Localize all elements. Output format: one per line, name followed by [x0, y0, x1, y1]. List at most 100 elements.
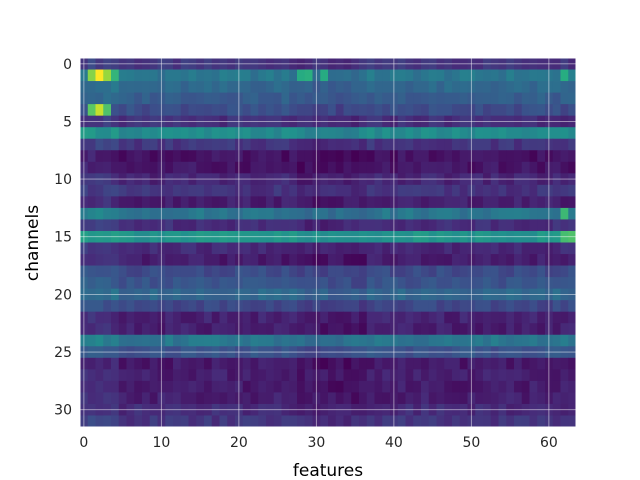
heatmap-cell: [343, 415, 352, 428]
heatmap-cell: [204, 369, 213, 382]
heatmap-cell: [273, 323, 282, 336]
heatmap-cell: [211, 127, 220, 140]
heatmap-cell: [397, 357, 406, 370]
heatmap-cell: [134, 415, 143, 428]
heatmap-cell: [413, 357, 422, 370]
heatmap-cell: [459, 138, 468, 151]
heatmap-cell: [436, 127, 445, 140]
heatmap-cell: [227, 219, 236, 232]
heatmap-cell: [281, 323, 290, 336]
heatmap-cell: [95, 242, 104, 255]
heatmap-cell: [552, 161, 561, 174]
heatmap-cell: [273, 219, 282, 232]
heatmap-cell: [103, 334, 112, 347]
heatmap-cell: [560, 392, 569, 405]
heatmap-cell: [444, 207, 453, 220]
heatmap-cell: [266, 127, 275, 140]
heatmap-cell: [111, 207, 120, 220]
heatmap-cell: [165, 219, 174, 232]
heatmap-cell: [328, 242, 337, 255]
heatmap-cell: [521, 357, 530, 370]
heatmap-cell: [436, 277, 445, 290]
heatmap-cell: [459, 81, 468, 93]
heatmap-cell: [204, 311, 213, 324]
heatmap-cell: [180, 138, 189, 151]
heatmap-cell: [126, 127, 135, 140]
heatmap-cell: [103, 311, 112, 324]
heatmap-cell: [421, 219, 430, 232]
heatmap-cell: [490, 207, 499, 220]
heatmap-cell: [475, 219, 484, 232]
heatmap-cell: [320, 127, 329, 140]
heatmap-cell: [405, 69, 414, 82]
heatmap-cell: [87, 357, 96, 370]
heatmap-cell: [227, 369, 236, 382]
heatmap-cell: [560, 254, 569, 266]
heatmap-cell: [397, 334, 406, 347]
heatmap-cell: [413, 69, 422, 82]
heatmap-cell: [165, 161, 174, 174]
heatmap-cell: [514, 242, 523, 255]
heatmap-cell: [219, 380, 228, 393]
y-tick-label: 20: [54, 287, 72, 303]
heatmap-cell: [459, 184, 468, 197]
heatmap-cell: [560, 300, 569, 313]
heatmap-cell: [289, 161, 298, 174]
heatmap-cell: [281, 311, 290, 324]
heatmap-cell: [351, 104, 360, 117]
heatmap-cell: [382, 334, 391, 347]
heatmap-cell: [552, 369, 561, 382]
heatmap-cell: [297, 104, 306, 117]
heatmap-cell: [397, 81, 406, 93]
heatmap-cell: [351, 369, 360, 382]
heatmap-cell: [250, 300, 259, 313]
heatmap-cell: [173, 334, 182, 347]
heatmap-cell: [490, 357, 499, 370]
heatmap-cell: [281, 254, 290, 266]
heatmap-cell: [537, 219, 546, 232]
heatmap-cell: [514, 81, 523, 93]
heatmap-cell: [304, 369, 313, 382]
heatmap-cell: [568, 323, 577, 336]
heatmap-cell: [304, 265, 313, 278]
heatmap-cell: [490, 150, 499, 163]
heatmap-cell: [537, 369, 546, 382]
heatmap-cell: [173, 311, 182, 324]
heatmap-cell: [459, 127, 468, 140]
heatmap-cell: [529, 104, 538, 117]
heatmap-cell: [87, 127, 96, 140]
heatmap-cell: [343, 184, 352, 197]
heatmap-cell: [126, 138, 135, 151]
heatmap-cell: [297, 277, 306, 290]
heatmap-cell: [560, 127, 569, 140]
heatmap-cell: [95, 207, 104, 220]
heatmap-cell: [297, 184, 306, 197]
heatmap-cell: [560, 380, 569, 393]
heatmap-cell: [374, 265, 383, 278]
heatmap-cell: [475, 127, 484, 140]
heatmap-cell: [242, 415, 251, 428]
heatmap-cell: [281, 196, 290, 209]
heatmap-cell: [95, 184, 104, 197]
heatmap-cell: [258, 81, 267, 93]
heatmap-cell: [537, 300, 546, 313]
heatmap-cell: [560, 69, 569, 82]
heatmap-cell: [95, 415, 104, 428]
heatmap-cell: [149, 357, 158, 370]
heatmap-cell: [335, 242, 344, 255]
heatmap-cell: [118, 277, 127, 290]
heatmap-cell: [521, 196, 530, 209]
heatmap-cell: [428, 254, 437, 266]
heatmap-cell: [328, 300, 337, 313]
heatmap-cell: [134, 161, 143, 174]
heatmap-cell: [126, 207, 135, 220]
heatmap-cell: [149, 300, 158, 313]
heatmap-cell: [142, 357, 151, 370]
heatmap-cell: [444, 265, 453, 278]
heatmap-cell: [118, 92, 127, 105]
heatmap-cell: [95, 104, 104, 117]
heatmap-cell: [343, 81, 352, 93]
heatmap-cell: [250, 415, 259, 428]
heatmap-cell: [568, 254, 577, 266]
heatmap-cell: [149, 69, 158, 82]
